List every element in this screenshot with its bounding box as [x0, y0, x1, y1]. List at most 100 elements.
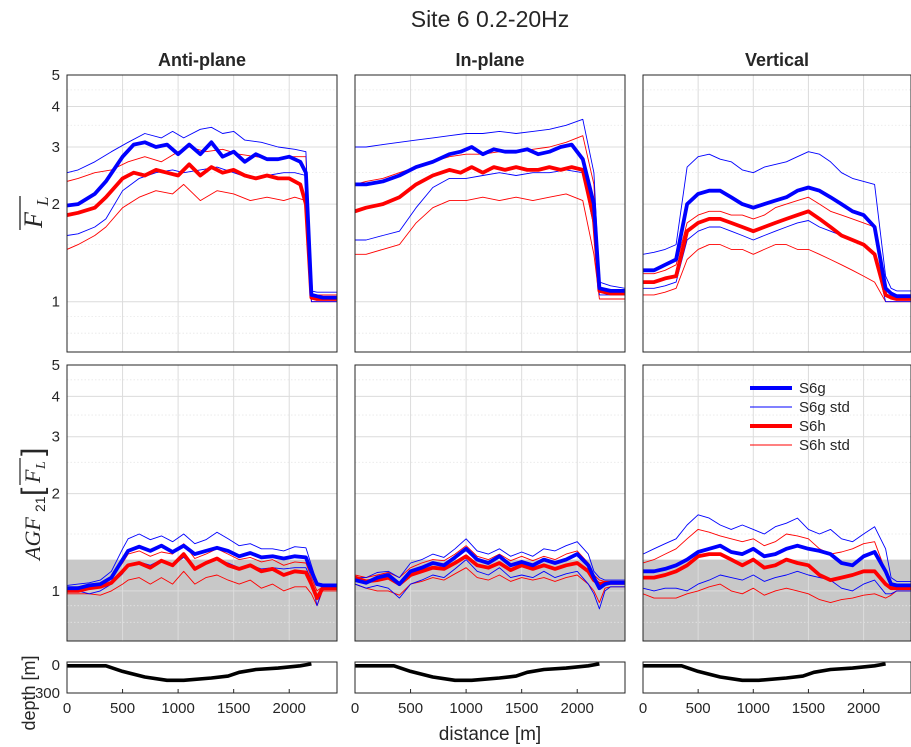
- legend-label: S6h std: [799, 437, 850, 454]
- series-s6g-std-line: [67, 166, 337, 303]
- series-s6g-line: [67, 543, 337, 591]
- series-s6g-std-line: [67, 531, 337, 586]
- y-tick-label: 1: [52, 583, 60, 600]
- series-s6h-std-line: [643, 583, 911, 604]
- x-tick-label: 0: [351, 700, 359, 717]
- y-tick-label: 1: [52, 294, 60, 311]
- depth-tick-label: 0: [52, 657, 60, 674]
- series-s6h-line: [643, 209, 911, 301]
- fl-label-base: F: [19, 211, 48, 229]
- series-s6g-line: [643, 543, 911, 588]
- series-group: [67, 126, 337, 303]
- series-s6h-std-line: [355, 567, 625, 604]
- x-tick-label: 1000: [449, 700, 482, 717]
- y-tick-label: 4: [52, 98, 60, 115]
- legend: S6g S6g std S6h S6h std: [750, 380, 850, 454]
- panel-fl-in-plane: [354, 74, 626, 353]
- legend-label: S6g: [799, 380, 826, 397]
- axes-frame: [642, 661, 911, 694]
- series-s6g-std-line: [355, 118, 625, 289]
- series-group: [355, 538, 625, 610]
- series-s6g-std-line: [355, 538, 625, 581]
- depth-panel-vertical: 0 500 1000 1500 2000: [639, 661, 911, 717]
- depth-tick-label: 300: [35, 685, 60, 702]
- series-group: [355, 118, 625, 300]
- x-tick-label: 1500: [792, 700, 825, 717]
- series-s6g-std-line: [643, 570, 911, 595]
- axes-frame: [642, 364, 911, 642]
- gray-band: [355, 559, 625, 641]
- x-axis-label: distance [m]: [439, 724, 541, 745]
- agf-label-inner-subscript: L: [34, 461, 49, 470]
- legend-label: S6h: [799, 418, 826, 435]
- series-s6h-line: [355, 165, 625, 296]
- depth-profile-line: [67, 662, 312, 683]
- y-tick-label: 5: [52, 67, 60, 84]
- axes-frame: [354, 74, 626, 353]
- x-tick-label: 500: [398, 700, 423, 717]
- x-tick-label: 1500: [217, 700, 250, 717]
- y-tick-label: 4: [52, 388, 60, 405]
- agf-label-bracket-left: [: [16, 487, 49, 496]
- series-s6g-line: [67, 140, 337, 300]
- x-tick-label: 1000: [161, 700, 194, 717]
- fl-label-subscript: L: [33, 197, 52, 207]
- column-title-vertical: Vertical: [745, 50, 809, 70]
- axes-frame: [66, 661, 338, 694]
- y-tick-label: 3: [52, 139, 60, 156]
- series-s6g-line: [643, 185, 911, 299]
- axes-frame: [66, 74, 338, 353]
- agf-label-subscript: 21: [32, 496, 48, 512]
- y-tick-label: 5: [52, 357, 60, 374]
- panel-fl-anti-plane: 1 2 3 4 5: [52, 67, 338, 353]
- axes-frame: [66, 364, 338, 642]
- y-tick-label: 3: [52, 429, 60, 446]
- legend-label: S6g std: [799, 399, 850, 416]
- agf-y-axis-label: AGF 21[ FL]: [16, 448, 49, 562]
- series-s6g-std-line: [355, 559, 625, 610]
- series-s6g-std-line: [67, 126, 337, 293]
- axes-frame: [642, 74, 911, 353]
- x-tick-label: 500: [110, 700, 135, 717]
- agf-label-inner: F: [20, 469, 45, 484]
- depth-axis-label: depth [m]: [19, 655, 39, 730]
- series-s6h-std-line: [67, 570, 337, 607]
- panel-fl-vertical: [642, 74, 911, 353]
- panel-agf-anti-plane: 1 2 3 4 5: [52, 357, 338, 642]
- fl-y-axis-label: FL: [19, 196, 52, 230]
- panel-agf-vertical: [642, 364, 911, 642]
- agf-label-bracket-right: ]: [16, 448, 49, 456]
- series-s6h-line: [643, 552, 911, 591]
- x-tick-label: 1500: [505, 700, 538, 717]
- series-s6g-std-line: [643, 514, 911, 582]
- figure-title: Site 6 0.2-20Hz: [411, 6, 570, 32]
- agf-label-prefix: AGF: [20, 517, 45, 562]
- column-title-anti-plane: Anti-plane: [158, 50, 246, 70]
- depth-profile-line: [643, 662, 886, 683]
- series-s6h-std-line: [643, 528, 911, 586]
- series-group: [643, 151, 911, 303]
- x-tick-label: 2000: [847, 700, 880, 717]
- x-tick-label: 0: [63, 700, 71, 717]
- series-group: [67, 531, 337, 607]
- series-s6g-std-line: [643, 151, 911, 292]
- panel-agf-in-plane: [354, 364, 626, 642]
- depth-profile-line: [355, 662, 600, 683]
- axis-labels: distance [m] depth [m] Anti-plane In-plan…: [16, 50, 809, 745]
- x-tick-label: 2000: [273, 700, 306, 717]
- axes-frame: [354, 364, 626, 642]
- series-s6h-std-line: [355, 193, 625, 300]
- series-s6g-std-line: [355, 169, 625, 296]
- axes-frame: [354, 661, 626, 694]
- x-tick-label: 0: [639, 700, 647, 717]
- series-group: [643, 514, 911, 604]
- series-s6h-line: [67, 552, 337, 600]
- series-s6h-std-line: [67, 183, 337, 303]
- series-s6g-line: [355, 546, 625, 591]
- series-s6h-std-line: [643, 244, 911, 303]
- depth-panel-in-plane: 0 500 1000 1500 2000: [351, 661, 626, 717]
- series-s6h-line: [67, 162, 337, 301]
